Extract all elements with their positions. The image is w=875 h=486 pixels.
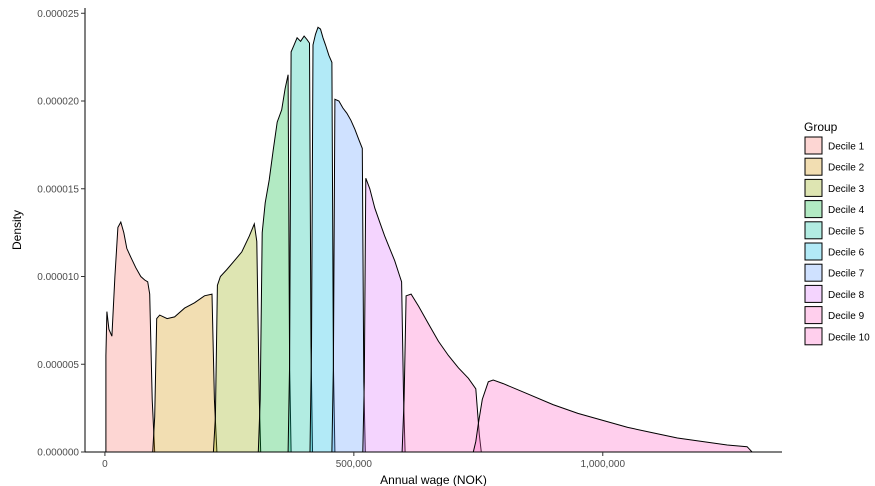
axes xyxy=(84,8,782,453)
y-tick-label: 0.000015 xyxy=(37,184,79,195)
legend-key-bg xyxy=(804,136,823,155)
legend-title: Group xyxy=(804,120,838,134)
legend-key-bg xyxy=(804,178,823,198)
x-axis-title: Annual wage (NOK) xyxy=(380,473,487,486)
density-area-decile-8 xyxy=(362,178,406,453)
x-tick-label: 1,000,000 xyxy=(581,459,626,470)
legend-label-decile-2: Decile 2 xyxy=(828,163,865,174)
legend-label-decile-5: Decile 5 xyxy=(828,226,865,237)
legend-key-bg xyxy=(804,305,823,325)
legend-key-decile-2 xyxy=(804,157,823,176)
legend-key-decile-5 xyxy=(804,221,823,240)
legend-key-decile-3 xyxy=(804,178,823,197)
density-area-decile-5 xyxy=(287,35,314,453)
legend-key-decile-8 xyxy=(804,284,823,303)
legend-label-decile-1: Decile 1 xyxy=(828,142,865,153)
density-area-decile-1 xyxy=(105,220,156,453)
x-tick-label: 500,000 xyxy=(336,459,373,470)
legend-key-decile-6 xyxy=(804,242,823,261)
y-tick-label: 0.000010 xyxy=(37,272,79,283)
y-ticks: 0.000000 0.000005 0.000010 0.000015 0.000020… xyxy=(37,9,85,459)
x-ticks: 0 500,000 1,000,000 xyxy=(102,452,625,470)
legend-label-decile-9: Decile 9 xyxy=(828,311,865,322)
legend-label-decile-7: Decile 7 xyxy=(828,269,865,280)
density-area-decile-6 xyxy=(309,26,336,453)
legend-label-decile-8: Decile 8 xyxy=(828,290,865,301)
x-tick-label: 0 xyxy=(102,459,108,470)
legend-label-decile-10: Decile 10 xyxy=(828,332,870,343)
legend-key-decile-9 xyxy=(804,306,823,325)
legend-key-decile-7 xyxy=(804,263,823,282)
legend-key-bg xyxy=(804,326,823,346)
density-area-decile-4 xyxy=(257,74,292,453)
legend-key-bg xyxy=(804,199,823,219)
y-axis-title: Density xyxy=(10,210,24,250)
density-areas xyxy=(105,26,754,453)
legend-key-decile-1 xyxy=(804,136,823,155)
legend-key-decile-4 xyxy=(804,200,823,219)
y-tick-label: 0.000025 xyxy=(37,9,79,20)
density-area-decile-2 xyxy=(152,293,218,453)
legend-key-bg xyxy=(804,263,823,283)
density-area-decile-7 xyxy=(331,98,366,453)
legend-key-bg xyxy=(804,242,823,261)
y-tick-label: 0.000005 xyxy=(37,360,79,371)
legend-key-bg xyxy=(804,157,823,177)
density-area-decile-3 xyxy=(212,222,262,453)
y-tick-label: 0.000020 xyxy=(37,97,79,108)
y-tick-label: 0.000000 xyxy=(37,448,79,459)
legend-label-decile-3: Decile 3 xyxy=(828,184,865,195)
density-area-decile-9 xyxy=(401,293,482,453)
legend: Group Decile 1 Decile 2 Decile 3 Decile 4 De… xyxy=(804,120,870,346)
legend-key-bg xyxy=(804,220,823,240)
density-area-decile-10 xyxy=(472,379,754,453)
legend-label-decile-4: Decile 4 xyxy=(828,205,865,216)
legend-label-decile-6: Decile 6 xyxy=(828,248,865,259)
legend-key-decile-10 xyxy=(804,327,823,346)
legend-key-bg xyxy=(804,284,823,304)
